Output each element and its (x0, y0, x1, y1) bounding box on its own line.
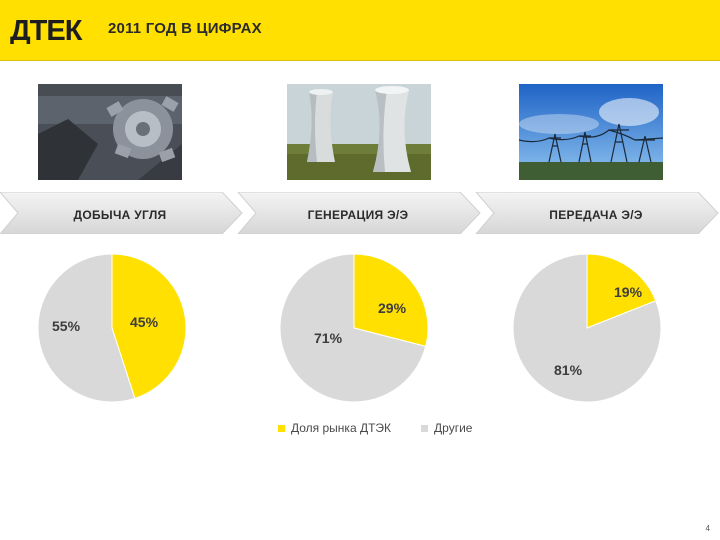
pie-chart-generation (279, 253, 429, 403)
legend-swatch-dtek (278, 424, 285, 432)
step-label-generation: ГЕНЕРАЦИЯ Э/Э (307, 208, 409, 222)
header-bar (0, 0, 720, 60)
header-divider (0, 60, 720, 61)
pie-label-generation-others: 71% (314, 330, 343, 346)
pie-label-transmission-others: 81% (554, 362, 583, 378)
pie-label-coal-others: 55% (52, 318, 81, 334)
legend-label-dtek: Доля рынка ДТЭК (291, 421, 392, 435)
photo-coal-excavator (38, 84, 182, 180)
pie-label-transmission-dtek: 19% (614, 284, 643, 300)
logo-text: ДТЕК (10, 15, 83, 44)
pie-slice-others (279, 253, 427, 403)
pie-slice-others (37, 253, 136, 403)
chevron-generation (237, 192, 481, 234)
dtek-logo: ДТЕК (10, 15, 84, 44)
pie-label-generation-dtek: 29% (378, 300, 407, 316)
process-chevron-band (0, 192, 719, 234)
legend-swatch-others (421, 424, 429, 432)
pie-chart-coal (37, 253, 187, 403)
page-title: 2011 ГОД В ЦИФРАХ (108, 20, 262, 37)
legend-label-others: Другие (434, 421, 473, 435)
page-number: 4 (705, 524, 710, 533)
pie-slice-dtek-share (353, 253, 429, 348)
chart-legend: Доля рынка ДТЭК Другие (278, 421, 472, 435)
chevron-transmission (475, 192, 719, 234)
step-label-transmission: ПЕРЕДАЧА Э/Э (549, 208, 643, 222)
chevron-coal (0, 192, 243, 234)
pie-slice-others (512, 253, 662, 403)
photo-cooling-towers (287, 84, 431, 180)
pie-label-coal-dtek: 45% (130, 314, 159, 330)
pie-chart-transmission (512, 253, 662, 403)
step-label-coal: ДОБЫЧА УГЛЯ (73, 208, 167, 222)
photo-power-lines (519, 84, 663, 180)
pie-slice-dtek-share (111, 253, 187, 400)
pie-slice-dtek-share (586, 253, 657, 329)
